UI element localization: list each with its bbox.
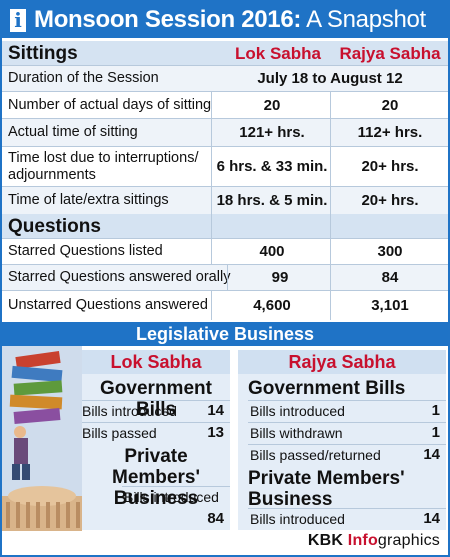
footer-rest: graphics	[377, 532, 440, 549]
legislative-business-bar: Legislative Business	[2, 322, 448, 346]
col-head-lok-sabha: Lok Sabha	[235, 44, 321, 63]
sittings-header: Sittings Lok Sabha Rajya Sabha	[2, 41, 448, 65]
row-label: Starred Questions answered orally	[8, 269, 231, 285]
table-row: Number of actual days of sitting 20 20	[2, 91, 448, 118]
footer-brand: KBK	[307, 532, 348, 549]
parliament-illustration-icon	[2, 346, 82, 531]
rs-value: 112+ hrs.	[357, 124, 423, 141]
lok-pmb-heading: Private Members' Business	[112, 446, 200, 509]
row-label: Duration of the Session	[8, 70, 159, 86]
rajya-gov-bills-heading: Government Bills	[248, 378, 406, 399]
bill-label: Bills introduced	[250, 511, 345, 527]
bill-value: 1	[431, 424, 440, 441]
file-stack-icon	[9, 350, 63, 480]
lok-gov-bills-heading: Government Bills	[100, 378, 212, 420]
bill-value: 1	[431, 402, 440, 419]
ls-value: 99	[271, 269, 289, 286]
sittings-heading: Sittings	[8, 43, 78, 64]
page-title: Monsoon Session 2016: A Snapshot	[34, 5, 426, 35]
table-row: Time lost due to interruptions/ adjournm…	[2, 146, 448, 186]
rs-value: 20	[381, 96, 399, 114]
ls-value: 121+ hrs.	[239, 124, 305, 141]
rs-value: 300	[377, 243, 403, 260]
bill-label: Bills introduced	[250, 403, 345, 419]
bill-value: 14	[423, 446, 440, 463]
table-row: Unstarred Questions answered 4,600 3,101	[2, 290, 448, 320]
ls-value: 18 hrs. & 5 min.	[216, 192, 328, 209]
rs-value: 84	[381, 269, 399, 286]
ls-value: 6 hrs. & 33 min.	[216, 158, 328, 175]
list-item: Bills introduced 14	[248, 508, 446, 530]
footer-credit: KBK Infographics	[308, 532, 440, 550]
ls-value: 4,600	[253, 297, 291, 314]
title-bar: i Monsoon Session 2016: A Snapshot	[2, 2, 448, 38]
table-row: Starred Questions listed 400 300	[2, 238, 448, 264]
bill-label: Bills passed/returned	[250, 447, 381, 463]
row-label: Time of late/extra sittings	[8, 192, 169, 208]
questions-heading: Questions	[8, 216, 101, 237]
table-row: Starred Questions answered orally 99 84	[2, 264, 448, 290]
rajya-sabha-panel: Rajya Sabha Government Bills Bills intro…	[238, 350, 446, 530]
row-label: Time lost due to interruptions/ adjournm…	[8, 149, 199, 183]
info-badge-icon: i	[10, 9, 26, 32]
title-bold: Monsoon Session 2016:	[34, 6, 302, 33]
list-item: Bills passed 13	[82, 422, 230, 444]
bill-value: 14	[207, 402, 224, 419]
divider	[211, 91, 212, 264]
table-row: Time of late/extra sittings 18 hrs. & 5 …	[2, 186, 448, 214]
rs-value: 20+ hrs.	[361, 158, 419, 175]
questions-header: Questions	[2, 214, 448, 238]
bill-value: 14	[423, 510, 440, 527]
footer-info: Info	[347, 532, 378, 549]
title-rest: A Snapshot	[301, 6, 426, 33]
row-label: Starred Questions listed	[8, 243, 163, 259]
list-item: Bills introduced 84	[122, 486, 230, 530]
rajya-sabha-title: Rajya Sabha	[238, 350, 446, 374]
divider	[211, 290, 212, 320]
row-label: Actual time of sitting	[8, 124, 138, 140]
bill-label: Bills introduced	[82, 403, 177, 419]
list-item: Bills introduced 1	[248, 400, 446, 422]
row-label: Unstarred Questions answered	[8, 297, 208, 313]
divider	[227, 264, 228, 290]
parliament-building-icon	[2, 486, 82, 531]
ls-value: 20	[263, 96, 281, 114]
lok-sabha-title: Lok Sabha	[82, 350, 230, 374]
duration-value: July 18 to August 12	[257, 70, 403, 87]
bill-label: Bills introduced	[124, 489, 219, 505]
list-item: Bills passed/returned 14	[248, 444, 446, 466]
bill-value: 84	[207, 510, 224, 527]
bill-label: Bills withdrawn	[250, 425, 343, 441]
row-label: Number of actual days of sitting	[8, 96, 212, 113]
rs-value: 20+ hrs.	[361, 192, 419, 209]
table-row: Actual time of sitting 121+ hrs. 112+ hr…	[2, 118, 448, 146]
rajya-pmb-heading: Private Members' Business	[248, 468, 405, 510]
lok-sabha-panel: Lok Sabha Government Bills Bills introdu…	[82, 350, 230, 530]
rs-value: 3,101	[371, 297, 409, 314]
col-head-rajya-sabha: Rajya Sabha	[339, 44, 441, 63]
ls-value: 400	[259, 243, 285, 260]
divider	[330, 91, 331, 320]
list-item: Bills withdrawn 1	[248, 422, 446, 444]
bill-value: 13	[207, 424, 224, 441]
table-row: Duration of the Session July 18 to Augus…	[2, 65, 448, 91]
list-item: Bills introduced 14	[82, 400, 230, 422]
bill-label: Bills passed	[82, 425, 157, 441]
